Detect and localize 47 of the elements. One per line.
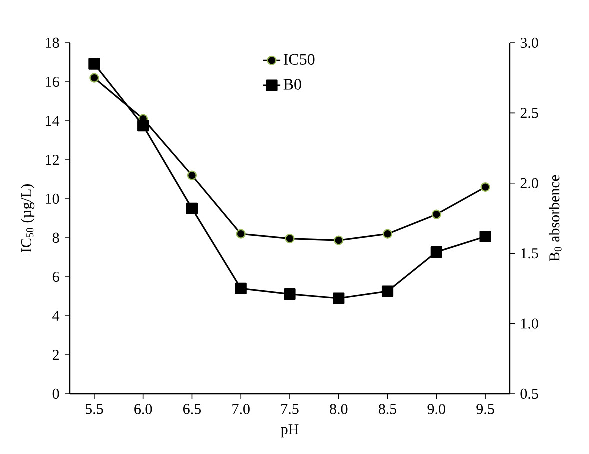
point — [432, 210, 442, 220]
point — [187, 170, 198, 180]
x-axis-title: pH — [281, 424, 299, 438]
x-tick-label: 5.5 — [86, 404, 104, 414]
point — [235, 282, 247, 294]
point — [334, 236, 344, 246]
y-tick-label: 12 — [46, 155, 59, 165]
point — [285, 234, 295, 244]
y2-tick-label: 2.5 — [520, 108, 538, 118]
point — [382, 229, 393, 239]
x-tick-label: 9.0 — [428, 404, 446, 414]
y-tick-label: 0 — [52, 388, 60, 400]
x-tick-label: 7.0 — [232, 404, 250, 414]
y2-axis-title: B$_{0}$ absorbence — [549, 176, 562, 262]
point — [88, 58, 100, 70]
legend-label: IC50 — [284, 54, 315, 66]
point — [284, 288, 296, 300]
y-tick-label: 10 — [46, 194, 60, 204]
point — [138, 120, 150, 132]
x-tick-label: 8.5 — [378, 404, 397, 414]
point — [480, 182, 490, 192]
y2-tick-label: 1.5 — [522, 248, 538, 259]
y-tick-label: 6 — [52, 272, 60, 282]
point — [382, 286, 394, 298]
y2-tick-label: 3.0 — [520, 38, 538, 48]
x-tick-label: 8.0 — [330, 404, 348, 414]
x-tick-label: 9.5 — [476, 404, 494, 414]
y-tick-label: 18 — [46, 38, 60, 48]
point — [90, 73, 100, 83]
point — [333, 292, 345, 304]
y2-tick-label: 2.0 — [520, 178, 538, 188]
y2-tick-label: 0.5 — [520, 388, 538, 400]
x-tick-label: 6.5 — [183, 404, 202, 414]
y-tick-label: 8 — [52, 232, 60, 244]
legend-label: B0 — [284, 79, 302, 90]
y-tick-label: 4 — [52, 311, 60, 321]
point — [236, 229, 246, 239]
point — [430, 246, 442, 258]
point — [480, 230, 492, 243]
y-tick-label: 14 — [46, 116, 60, 126]
y-tick-label: 2 — [52, 350, 59, 360]
x-tick-label: 7.5 — [282, 404, 299, 414]
y2-tick-label: 1.0 — [522, 318, 538, 329]
y-axis-title: IC$_{50}$ (µg/L) — [20, 184, 35, 253]
point — [186, 202, 198, 214]
x-tick-label: 6.0 — [134, 404, 152, 414]
y-tick-label: 16 — [46, 76, 60, 88]
